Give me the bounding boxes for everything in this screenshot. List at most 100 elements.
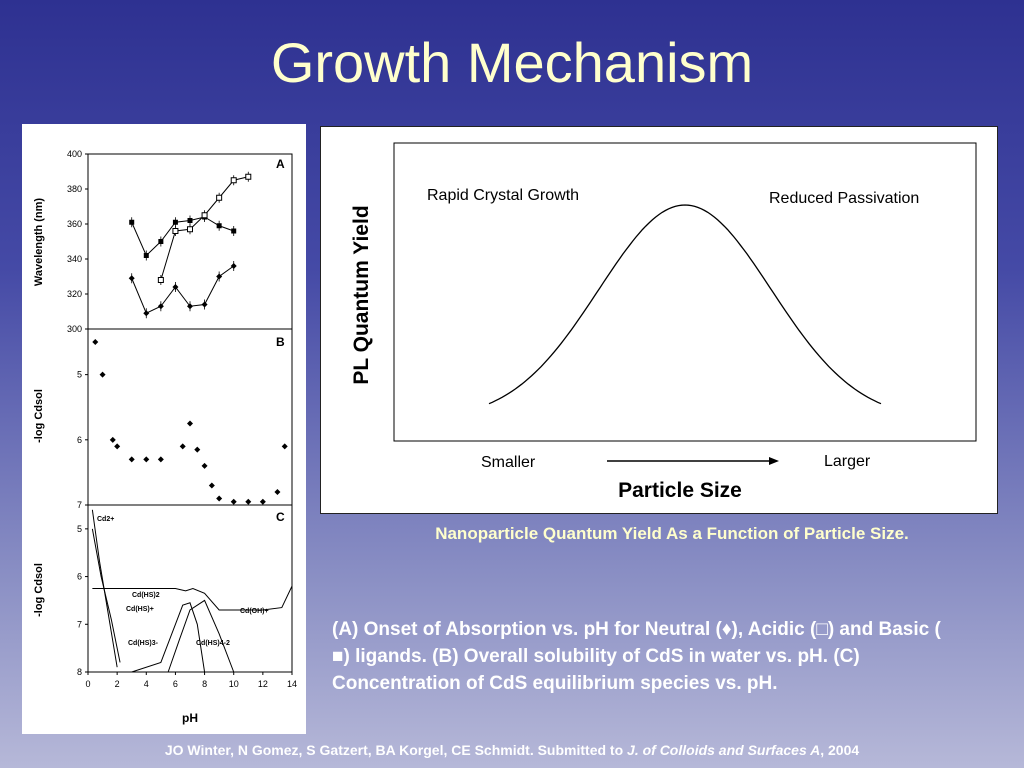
panel-description: (A) Onset of Absorption vs. pH for Neutr… xyxy=(332,619,941,694)
xtick-label: 2 xyxy=(115,679,120,689)
plot-b-frame xyxy=(87,328,293,506)
xtick-label: 10 xyxy=(229,679,239,689)
qy-ylabel: PL Quantum Yield xyxy=(350,205,373,384)
plot-a-letter: A xyxy=(276,157,285,171)
qy-annotation-passivation: Reduced Passivation xyxy=(769,190,919,207)
data-point-filled-square xyxy=(187,218,193,223)
data-point-diamond xyxy=(114,443,121,450)
ytick-label: 340 xyxy=(67,254,82,264)
data-point-diamond xyxy=(143,310,150,317)
data-point-diamond xyxy=(230,498,237,505)
data-point-filled-square xyxy=(216,223,222,229)
data-point-diamond xyxy=(281,443,288,450)
xtick-label: 4 xyxy=(144,679,149,689)
data-point-filled-square xyxy=(172,219,178,225)
citation: JO Winter, N Gomez, S Gatzert, BA Korgel… xyxy=(0,742,1024,758)
plot-b-letter: B xyxy=(276,335,285,349)
xtick-label: 14 xyxy=(287,679,297,689)
plot-c-frame xyxy=(87,504,293,673)
data-point-filled-square xyxy=(143,253,149,258)
xtick-label: 12 xyxy=(258,679,268,689)
data-point-diamond xyxy=(201,462,208,469)
data-point-diamond xyxy=(172,284,179,290)
ytick-label: 320 xyxy=(67,289,82,299)
data-point-diamond xyxy=(201,301,208,308)
data-point-diamond xyxy=(187,303,193,310)
data-point-diamond xyxy=(109,436,116,443)
data-point-diamond xyxy=(194,446,201,453)
ytick-label: 6 xyxy=(77,435,82,445)
data-point-open-square xyxy=(187,226,193,233)
citation-journal: J. of Colloids and Surfaces A xyxy=(627,742,821,758)
series-line xyxy=(131,265,235,314)
plot-a-ylabel: Wavelength (nm) xyxy=(33,198,45,287)
series-line xyxy=(167,599,235,673)
ytick-label: 8 xyxy=(77,667,82,677)
data-point-filled-square xyxy=(231,228,237,234)
quantum-yield-panel: PL Quantum Yield Rapid Crystal Growth Re… xyxy=(320,126,998,514)
series-line xyxy=(91,528,121,663)
data-point-diamond xyxy=(157,456,164,463)
qy-x-left-label: Smaller xyxy=(481,454,536,471)
data-point-diamond xyxy=(230,263,237,269)
qy-plot-frame xyxy=(393,142,977,442)
ytick-label: 7 xyxy=(77,500,82,510)
data-point-diamond xyxy=(259,498,266,505)
species-label: Cd(HS)2 xyxy=(132,592,160,599)
xtick-label: 0 xyxy=(85,679,90,689)
plot-c-ylabel: -log Cdsol xyxy=(33,563,45,617)
plot-b-ylabel: -log Cdsol xyxy=(33,389,45,443)
data-point-filled-square xyxy=(158,239,164,244)
citation-year: , 2004 xyxy=(820,742,860,758)
data-point-diamond xyxy=(92,339,99,346)
ytick-label: 7 xyxy=(77,619,82,629)
slide-title: Growth Mechanism xyxy=(270,31,754,94)
ytick-label: 360 xyxy=(67,219,82,229)
ytick-label: 400 xyxy=(67,149,82,159)
data-point-filled-square xyxy=(129,219,135,225)
data-point-diamond xyxy=(187,420,193,427)
qy-x-right-label: Larger xyxy=(824,453,871,470)
data-point-open-square xyxy=(230,177,237,184)
qy-annotation-growth: Rapid Crystal Growth xyxy=(427,187,579,204)
data-point-open-square xyxy=(216,194,223,201)
ph-figure-svg: A B C Wavelength (nm) -log Cdsol -log Cd… xyxy=(33,149,297,725)
data-point-open-square xyxy=(172,228,179,234)
data-point-diamond xyxy=(143,456,150,463)
data-point-diamond xyxy=(245,498,252,505)
data-point-diamond xyxy=(157,303,164,310)
species-label: Cd(HS)3- xyxy=(128,640,159,647)
plot-c-letter: C xyxy=(276,510,285,524)
series-line xyxy=(131,216,234,257)
species-label: Cd(HS)4-2 xyxy=(196,640,230,647)
data-point-open-square xyxy=(201,212,208,219)
figure-caption: Nanoparticle Quantum Yield As a Function… xyxy=(435,524,909,543)
quantum-yield-svg: PL Quantum Yield Rapid Crystal Growth Re… xyxy=(350,142,977,502)
qy-xlabel: Particle Size xyxy=(618,479,742,502)
species-label: Cd(OH)+ xyxy=(240,608,269,615)
data-point-diamond xyxy=(128,275,135,282)
data-point-diamond xyxy=(99,371,106,378)
ytick-label: 5 xyxy=(77,524,82,534)
data-point-open-square xyxy=(245,173,252,180)
species-label: Cd(HS)+ xyxy=(126,606,154,613)
data-point-diamond xyxy=(274,488,281,495)
data-point-diamond xyxy=(179,443,186,450)
ytick-label: 5 xyxy=(77,370,82,380)
plot-c-xlabel: pH xyxy=(182,711,198,725)
series-line xyxy=(131,602,206,673)
species-label: Cd2+ xyxy=(97,516,114,523)
xtick-label: 6 xyxy=(173,679,178,689)
data-point-diamond xyxy=(128,456,135,463)
xtick-label: 8 xyxy=(202,679,207,689)
ph-figure-panel: A B C Wavelength (nm) -log Cdsol -log Cd… xyxy=(22,124,306,734)
data-point-diamond xyxy=(208,482,215,489)
qy-size-arrowhead xyxy=(769,457,779,465)
series-line xyxy=(92,585,293,611)
ytick-label: 300 xyxy=(67,324,82,334)
data-point-open-square xyxy=(157,277,164,283)
data-point-diamond xyxy=(216,273,223,280)
data-point-diamond xyxy=(216,495,223,502)
qy-curve xyxy=(488,204,882,405)
ytick-label: 380 xyxy=(67,184,82,194)
